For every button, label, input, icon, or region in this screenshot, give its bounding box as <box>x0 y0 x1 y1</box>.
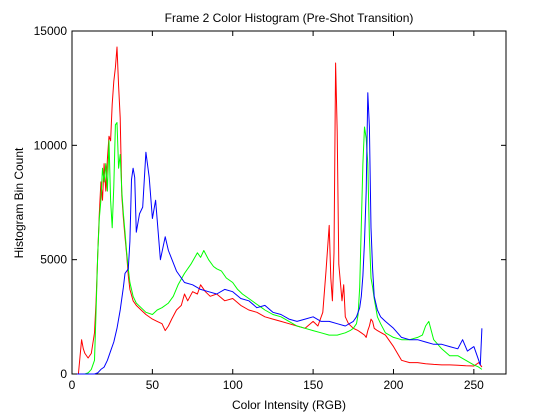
x-tick-label: 0 <box>69 378 76 392</box>
green-channel-line <box>72 122 483 375</box>
x-tick-label: 200 <box>383 378 403 392</box>
x-axis-title: Color Intensity (RGB) <box>232 398 346 412</box>
y-axis-title: Histogram Bin Count <box>12 147 26 258</box>
blue-channel-line <box>72 92 483 375</box>
y-tick-label: 0 <box>60 367 67 381</box>
y-tick-label: 5000 <box>40 253 67 267</box>
x-tick-label: 250 <box>464 378 484 392</box>
y-tick-label: 15000 <box>34 24 68 38</box>
plot-area <box>71 30 507 375</box>
series-layer <box>72 46 483 375</box>
x-tick-label: 50 <box>146 378 160 392</box>
y-tick-label: 10000 <box>34 138 68 152</box>
ticks-layer: 0 50 100 150 200 250 0 5000 10000 15000 <box>34 24 506 392</box>
x-tick-label: 150 <box>303 378 323 392</box>
x-tick-label: 100 <box>223 378 243 392</box>
chart-title: Frame 2 Color Histogram (Pre-Shot Transi… <box>165 11 414 25</box>
red-channel-line <box>72 46 483 375</box>
